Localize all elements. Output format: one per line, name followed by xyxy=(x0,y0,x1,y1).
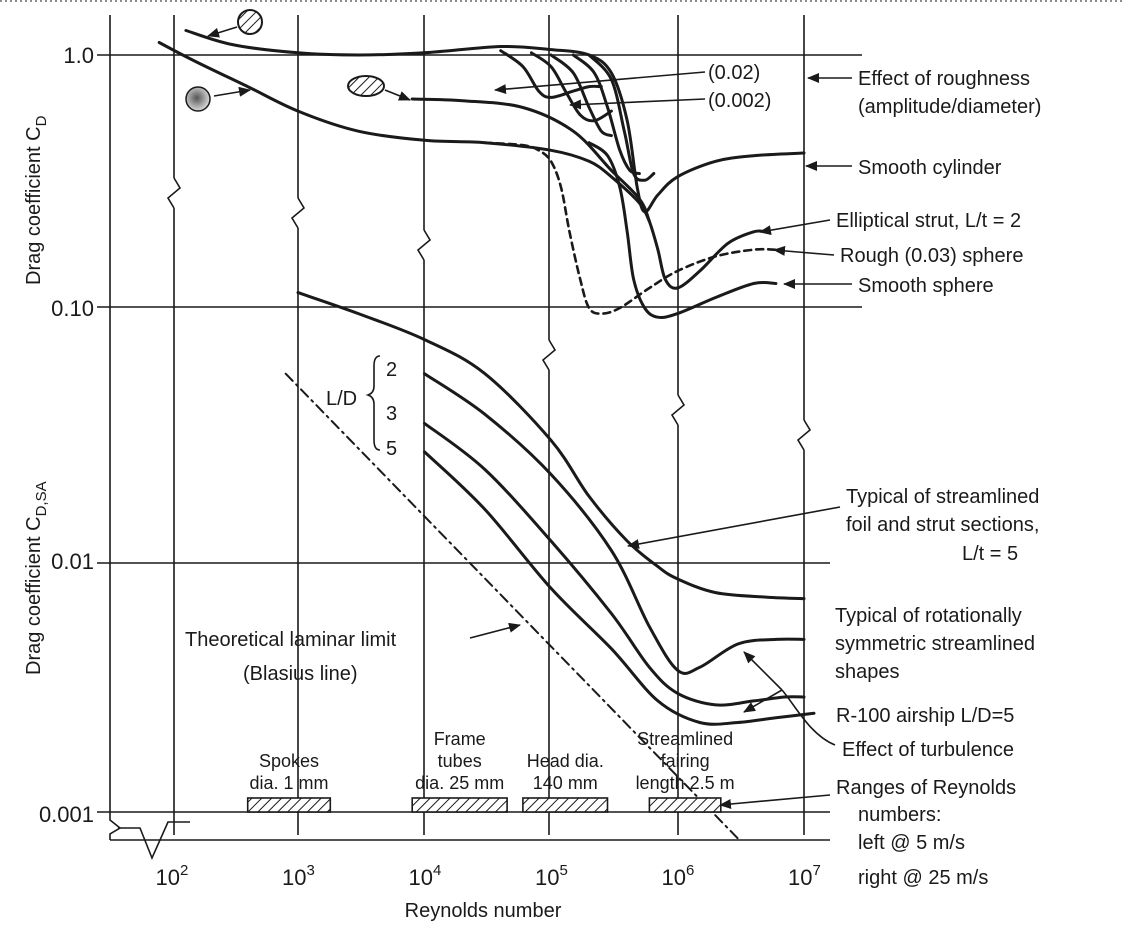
x-tick-labels: 102 103 104 105 106 107 xyxy=(156,862,821,890)
series-smooth-sphere xyxy=(587,141,778,319)
range-box-spokes xyxy=(246,797,332,813)
y-tick-label-0-01: 0.01 xyxy=(51,549,94,574)
series-rough-cyl-3 xyxy=(549,53,613,138)
label-blasius-2: (Blasius line) xyxy=(243,663,357,685)
range-label-frame-tubes-0: Frame xyxy=(434,729,486,749)
label-rot-2: symmetric streamlined xyxy=(835,633,1035,655)
label-elliptical-strut: Elliptical strut, L/t = 2 xyxy=(836,210,1021,232)
leader-foil xyxy=(627,506,841,549)
sphere-icon xyxy=(185,86,251,112)
range-label-frame-tubes-2: dia. 25 mm xyxy=(415,773,504,793)
label-roughness-002: (0.02) xyxy=(708,62,760,84)
label-foil-2: foil and strut sections, xyxy=(846,514,1039,536)
leader-ranges xyxy=(719,794,831,809)
label-ranges-3: left @ 5 m/s xyxy=(858,832,965,854)
range-label-spokes-0: Spokes xyxy=(259,751,319,771)
label-ranges-1: Ranges of Reynolds xyxy=(836,777,1016,799)
annotation-leaders xyxy=(469,71,852,809)
label-rot-3: shapes xyxy=(835,661,900,683)
label-foil-3: L/t = 5 xyxy=(962,543,1018,565)
range-box-fairing xyxy=(648,797,722,813)
x-tick-label-1e7: 107 xyxy=(788,862,821,890)
label-roughness-0002: (0.002) xyxy=(708,90,771,112)
series-ld-2 xyxy=(423,372,806,675)
y-axis-label-upper: Drag coefficient CD xyxy=(23,115,50,285)
range-box-frame-tubes xyxy=(411,797,508,813)
ellipse-icon xyxy=(347,75,411,101)
grid-lines xyxy=(97,15,862,841)
range-label-fairing-0: Streamlined xyxy=(637,729,733,749)
label-smooth-sphere: Smooth sphere xyxy=(858,275,994,297)
x-tick-label-1e5: 105 xyxy=(535,862,568,890)
range-label-head-1: 140 mm xyxy=(533,773,598,793)
x-axis-label: Reynolds number xyxy=(405,900,562,922)
x-tick-label-1e4: 104 xyxy=(409,862,442,890)
y-tick-label-1-0: 1.0 xyxy=(63,43,94,68)
leader-turbulence-2 xyxy=(743,689,783,713)
label-r100: R-100 airship L/D=5 xyxy=(836,705,1014,727)
x-tick-label-1e3: 103 xyxy=(282,862,315,890)
label-smooth-cylinder: Smooth cylinder xyxy=(858,157,1002,179)
leader-roughness-0002 xyxy=(569,98,706,110)
y-tick-labels: 1.0 0.10 0.01 0.001 xyxy=(39,43,94,827)
label-ld-5: 5 xyxy=(386,438,397,460)
label-ranges-2: numbers: xyxy=(858,804,941,826)
range-label-frame-tubes-1: tubes xyxy=(438,751,482,771)
label-ld: L/D xyxy=(326,388,357,410)
series-rough-cyl-5 xyxy=(587,53,656,182)
series-elliptical-strut xyxy=(410,97,768,290)
shape-icons xyxy=(185,9,411,112)
range-label-fairing-1: fairing xyxy=(661,751,710,771)
series-rough-sphere xyxy=(483,141,778,315)
series-rough-cyl-002 xyxy=(499,49,603,99)
y-axis-label-lower: Drag coefficient CD,SA xyxy=(23,481,50,675)
ld-brace xyxy=(365,355,381,451)
series-blasius-line xyxy=(284,372,739,840)
label-foil-1: Typical of streamlined xyxy=(846,486,1039,508)
leader-turbulence-3 xyxy=(781,689,836,746)
annotation-text: (0.02) (0.002) Effect of roughness (ampl… xyxy=(185,62,1041,889)
series-smooth-cylinder xyxy=(184,29,806,214)
label-effect-roughness-2: (amplitude/diameter) xyxy=(858,96,1041,118)
leader-roughness-002 xyxy=(494,71,706,95)
leader-blasius xyxy=(469,622,521,639)
label-turbulence: Effect of turbulence xyxy=(842,739,1014,761)
series-foil-strut-sections xyxy=(296,291,806,601)
leader-rough-sphere xyxy=(773,245,835,256)
series-curves xyxy=(157,29,816,840)
label-ld-3: 3 xyxy=(386,403,397,425)
label-ranges-4: right @ 25 m/s xyxy=(858,867,988,889)
series-smooth-cylinder-lower-branch xyxy=(157,41,651,223)
label-blasius-1: Theoretical laminar limit xyxy=(185,629,397,651)
label-effect-roughness-1: Effect of roughness xyxy=(858,68,1030,90)
label-rot-1: Typical of rotationally xyxy=(835,605,1022,627)
range-label-spokes-1: dia. 1 mm xyxy=(249,773,328,793)
range-label-fairing-2: length 2.5 m xyxy=(636,773,735,793)
leader-elliptical-strut xyxy=(759,219,831,236)
label-ld-2: 2 xyxy=(386,359,397,381)
range-label-head-0: Head dia. xyxy=(527,751,604,771)
y-tick-label-0-10: 0.10 xyxy=(51,296,94,321)
y-tick-label-0-001: 0.001 xyxy=(39,802,94,827)
cylinder-icon xyxy=(207,9,263,38)
x-tick-label-1e6: 106 xyxy=(662,862,695,890)
x-tick-label-1e2: 102 xyxy=(156,862,189,890)
series-ld-3 xyxy=(423,421,806,707)
series-rough-cyl-4 xyxy=(571,53,641,175)
leader-turbulence-1 xyxy=(743,651,783,691)
axis-break-marks xyxy=(109,177,812,861)
label-rough-sphere: Rough (0.03) sphere xyxy=(840,245,1023,267)
series-ld-5 xyxy=(423,450,816,726)
range-box-head xyxy=(522,797,609,813)
